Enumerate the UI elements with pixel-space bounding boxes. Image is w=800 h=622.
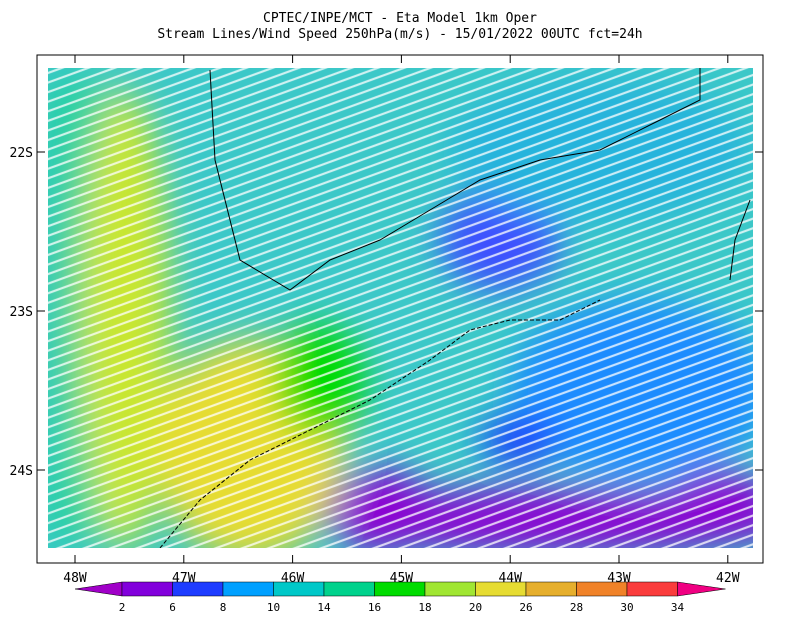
colorbar-label: 2	[119, 601, 126, 614]
subtitle: Stream Lines/Wind Speed 250hPa(m/s) - 15…	[157, 27, 642, 42]
lon-label: 42W	[716, 571, 740, 586]
colorbar-label: 8	[220, 601, 227, 614]
colorbar-box	[576, 581, 628, 597]
colorbar-label: 14	[317, 601, 331, 614]
colorbar-box	[121, 581, 173, 597]
colorbar-label: 16	[368, 601, 381, 614]
title: CPTEC/INPE/MCT - Eta Model 1km Oper	[263, 11, 537, 26]
colorbar-box	[374, 581, 426, 597]
colorbar-box	[475, 581, 527, 597]
colorbar-box	[424, 581, 476, 597]
colorbar-label: 6	[169, 601, 176, 614]
lat-label: 22S	[10, 146, 33, 161]
colorbar-box	[222, 581, 274, 597]
colorbar-end	[677, 581, 726, 597]
colorbar-label: 34	[671, 601, 685, 614]
colorbar-label: 26	[519, 601, 532, 614]
colorbar-box	[525, 581, 577, 597]
colorbar-box	[273, 581, 325, 597]
lat-label: 24S	[10, 464, 33, 479]
colorbar-box	[172, 581, 224, 597]
lat-label: 23S	[10, 305, 33, 320]
colorbar-label: 20	[469, 601, 482, 614]
map-frame	[36, 54, 764, 564]
colorbar-label: 10	[267, 601, 280, 614]
colorbar-label: 28	[570, 601, 583, 614]
wind-field	[48, 68, 753, 548]
colorbar-box	[626, 581, 678, 597]
lon-label: 48W	[63, 571, 87, 586]
colorbar-label: 30	[620, 601, 633, 614]
colorbar-box	[323, 581, 375, 597]
colorbar-label: 18	[418, 601, 431, 614]
